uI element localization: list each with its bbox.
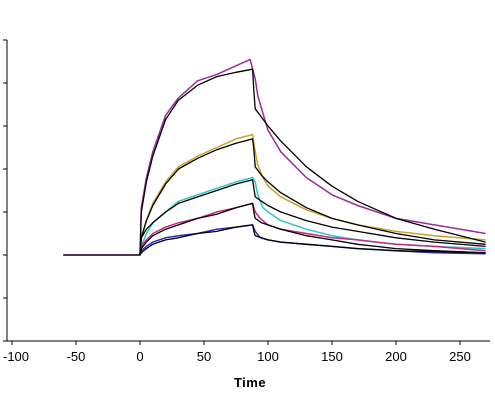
x-ticks-group: -100 -50 0 50 100 150 200 250 bbox=[3, 341, 471, 364]
x-tick-label-0: -100 bbox=[3, 349, 29, 364]
fit-line-1 bbox=[63, 68, 486, 256]
x-tick-label-6: 200 bbox=[385, 349, 407, 364]
fit-line-3 bbox=[139, 138, 486, 256]
fit-line-5 bbox=[139, 179, 486, 256]
x-tick-label-4: 100 bbox=[257, 349, 279, 364]
x-axis-title: Time bbox=[234, 375, 266, 390]
fit-line-7 bbox=[139, 202, 486, 256]
x-tick-label-1: -50 bbox=[67, 349, 86, 364]
x-tick-label-3: 50 bbox=[197, 349, 211, 364]
axes-group bbox=[6, 40, 490, 342]
measured-line-4 bbox=[139, 176, 486, 256]
x-tick-label-2: 0 bbox=[136, 349, 143, 364]
y-ticks-group bbox=[3, 39, 7, 342]
fit-line-9 bbox=[139, 224, 486, 256]
x-tick-label-5: 150 bbox=[321, 349, 343, 364]
series-group bbox=[63, 58, 486, 256]
x-tick-label-7: 250 bbox=[449, 349, 471, 364]
